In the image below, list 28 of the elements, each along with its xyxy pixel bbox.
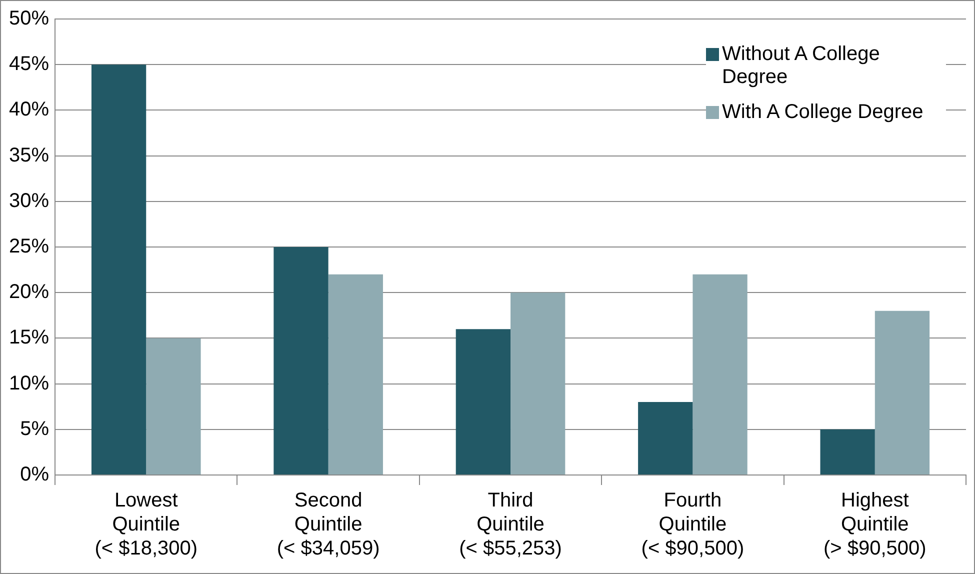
x-tick-label: Second Quintile (< $34,059) — [276, 490, 380, 560]
bar — [274, 247, 328, 474]
bar — [510, 292, 566, 474]
legend-label: Without A College Degree — [722, 43, 881, 89]
x-tick-label: Fourth Quintile (< $90,500) — [641, 490, 744, 560]
bar — [146, 338, 201, 474]
x-tick-label: Lowest Quintile (< $18,300) — [94, 490, 198, 560]
y-tick-label: 50% — [9, 8, 50, 30]
y-tick-label: 5% — [20, 418, 50, 440]
y-tick-label: 40% — [9, 98, 50, 121]
y-tick-label: 0% — [20, 464, 50, 486]
x-tick-label: Highest Quintile (> $90,500) — [823, 490, 926, 560]
bar — [638, 402, 693, 474]
y-tick-label: 15% — [9, 326, 50, 349]
bar — [820, 429, 875, 474]
legend-label: With A College Degree — [722, 101, 924, 124]
bar — [874, 310, 930, 474]
bar — [456, 329, 511, 474]
bar — [91, 64, 146, 474]
y-tick-label: 30% — [9, 190, 50, 212]
x-tick-label: Third Quintile (< $55,253) — [459, 490, 562, 560]
y-tick-label: 45% — [9, 53, 50, 76]
y-tick-label: 10% — [9, 372, 50, 394]
bar — [328, 274, 383, 474]
y-tick-label: 25% — [9, 236, 50, 258]
bar — [692, 274, 748, 474]
y-tick-label: 35% — [9, 144, 50, 166]
y-tick-label: 20% — [9, 281, 50, 304]
